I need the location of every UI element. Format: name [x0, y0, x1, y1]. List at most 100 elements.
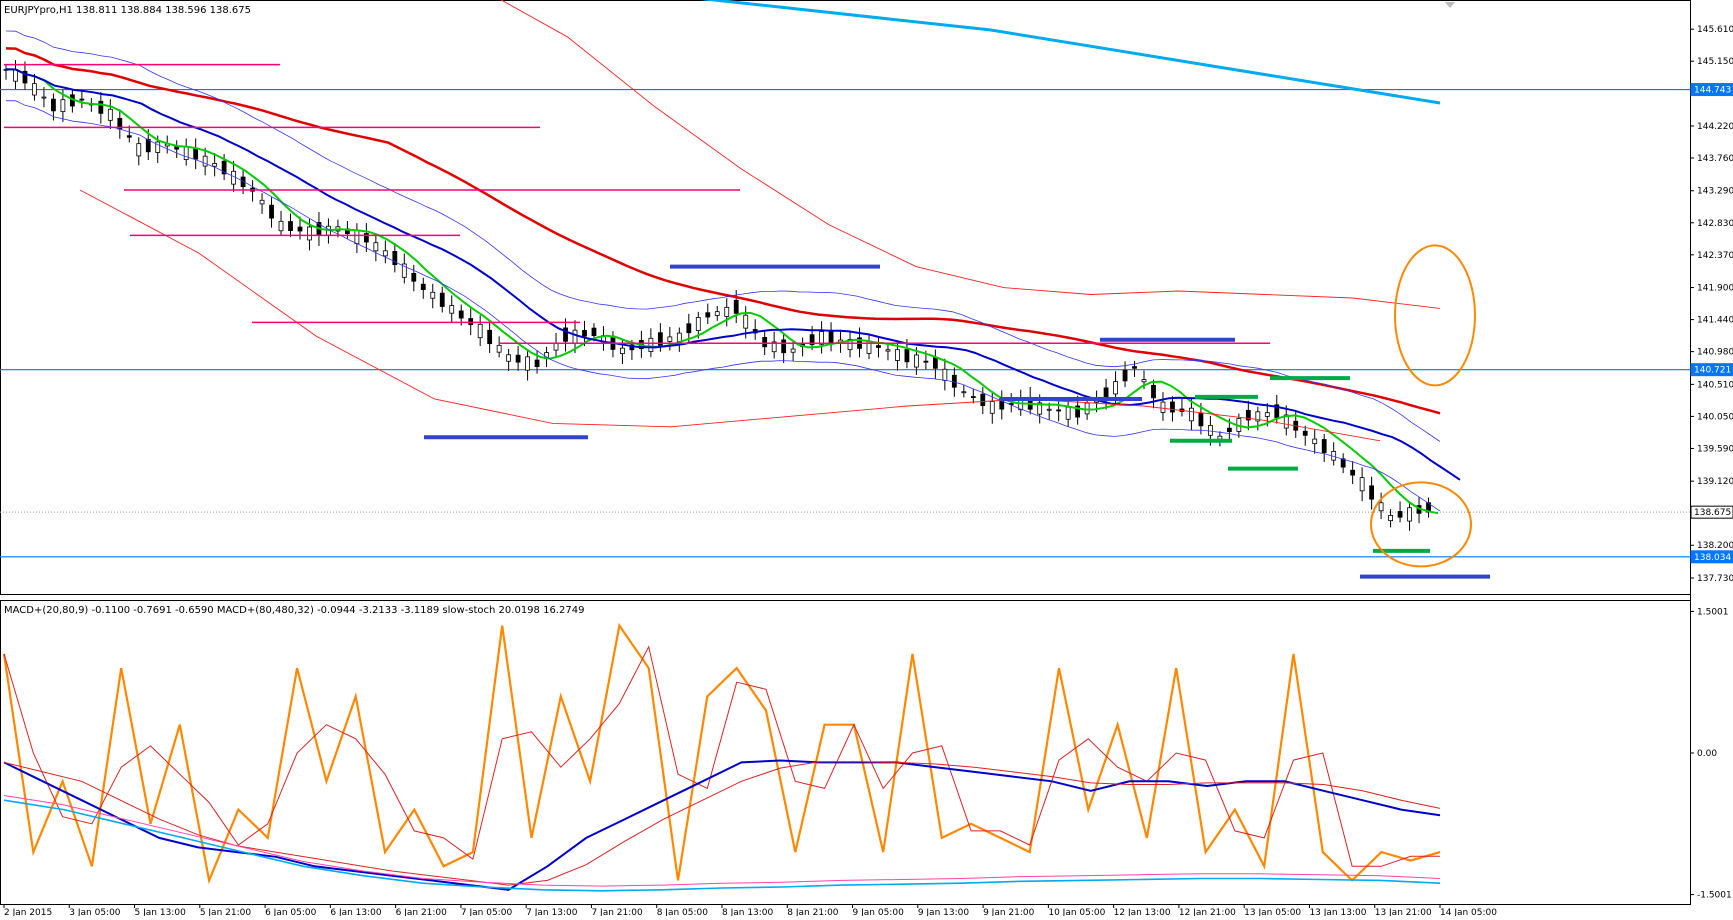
candle-body[interactable]	[1350, 469, 1356, 476]
candle-body[interactable]	[221, 160, 227, 175]
candle-body[interactable]	[1302, 430, 1308, 436]
candle-body[interactable]	[183, 146, 189, 161]
candle-body[interactable]	[1075, 405, 1081, 418]
candle-body[interactable]	[980, 393, 986, 407]
candle-body[interactable]	[895, 349, 900, 361]
candle-body[interactable]	[1217, 435, 1223, 440]
candle-body[interactable]	[1065, 406, 1071, 420]
candle-body[interactable]	[1283, 414, 1289, 429]
candle-body[interactable]	[667, 336, 673, 342]
candle-body[interactable]	[1359, 477, 1365, 492]
candle-body[interactable]	[714, 311, 720, 316]
candle-body[interactable]	[22, 70, 28, 84]
candle-body[interactable]	[126, 135, 132, 138]
candle-body[interactable]	[1255, 411, 1261, 422]
candle-body[interactable]	[107, 108, 113, 121]
candle-body[interactable]	[288, 221, 293, 231]
candle-body[interactable]	[468, 318, 474, 326]
candle-body[interactable]	[686, 323, 692, 334]
candle-body[interactable]	[847, 339, 853, 351]
candle-body[interactable]	[1113, 381, 1118, 395]
candle-body[interactable]	[525, 356, 530, 371]
candle-body[interactable]	[13, 69, 18, 82]
candle-body[interactable]	[506, 354, 512, 362]
candle-body[interactable]	[591, 327, 597, 337]
candle-body[interactable]	[534, 359, 540, 368]
candle-body[interactable]	[1226, 427, 1232, 433]
candle-body[interactable]	[1340, 458, 1346, 468]
candle-body[interactable]	[743, 314, 749, 329]
candle-body[interactable]	[41, 96, 47, 99]
candle-body[interactable]	[420, 283, 426, 290]
candle-body[interactable]	[1245, 410, 1251, 421]
candle-body[interactable]	[1132, 366, 1137, 369]
candle-body[interactable]	[155, 141, 161, 153]
candle-body[interactable]	[1037, 402, 1043, 415]
candle-body[interactable]	[240, 176, 246, 188]
annotation-ellipse[interactable]	[1370, 481, 1472, 568]
candle-body[interactable]	[932, 356, 938, 369]
candle-body[interactable]	[515, 354, 521, 363]
candle-body[interactable]	[79, 98, 85, 101]
candle-body[interactable]	[354, 229, 360, 244]
candle-body[interactable]	[231, 170, 237, 185]
candle-body[interactable]	[60, 99, 66, 113]
candle-body[interactable]	[695, 317, 701, 331]
candle-body[interactable]	[970, 396, 976, 398]
candle-body[interactable]	[942, 368, 948, 381]
candle-body[interactable]	[733, 299, 739, 314]
candle-body[interactable]	[1084, 402, 1090, 415]
candle-body[interactable]	[1122, 369, 1128, 382]
candle-body[interactable]	[278, 220, 284, 232]
candle-body[interactable]	[1198, 412, 1204, 427]
indicator-panel[interactable]	[2, 622, 1441, 892]
candle-body[interactable]	[430, 291, 436, 299]
candle-body[interactable]	[809, 334, 815, 346]
candle-body[interactable]	[1397, 511, 1403, 518]
candle-body[interactable]	[923, 360, 929, 363]
candle-body[interactable]	[439, 292, 445, 307]
candle-body[interactable]	[1312, 438, 1318, 445]
candle-body[interactable]	[382, 250, 388, 257]
candle-body[interactable]	[572, 329, 578, 344]
candle-body[interactable]	[904, 349, 910, 363]
candle-body[interactable]	[885, 349, 891, 352]
candle-body[interactable]	[914, 354, 919, 368]
candle-body[interactable]	[193, 148, 199, 160]
candle-body[interactable]	[1160, 401, 1166, 413]
candle-body[interactable]	[449, 305, 455, 314]
candle-body[interactable]	[1388, 515, 1393, 522]
candle-body[interactable]	[1046, 408, 1052, 411]
candle-body[interactable]	[496, 344, 502, 353]
candle-body[interactable]	[1141, 379, 1147, 383]
candle-body[interactable]	[989, 401, 995, 414]
candle-body[interactable]	[51, 98, 56, 112]
candle-body[interactable]	[32, 83, 37, 96]
candle-body[interactable]	[790, 348, 796, 353]
candle-body[interactable]	[781, 339, 787, 354]
candle-body[interactable]	[762, 337, 768, 348]
candle-body[interactable]	[392, 251, 398, 266]
candle-body[interactable]	[724, 306, 730, 317]
candle-body[interactable]	[487, 329, 493, 345]
candle-body[interactable]	[1170, 401, 1175, 413]
candle-body[interactable]	[98, 100, 104, 114]
candle-body[interactable]	[477, 323, 483, 339]
candle-body[interactable]	[145, 138, 151, 153]
candle-body[interactable]	[401, 263, 407, 278]
candle-body[interactable]	[620, 347, 625, 355]
candle-body[interactable]	[1264, 412, 1270, 417]
candle-body[interactable]	[1207, 425, 1213, 436]
candle-body[interactable]	[269, 204, 274, 219]
candle-body[interactable]	[1321, 439, 1327, 454]
candle-body[interactable]	[1056, 409, 1062, 412]
shift-marker-icon[interactable]	[1445, 2, 1455, 8]
candle-body[interactable]	[648, 337, 654, 352]
candle-body[interactable]	[1378, 502, 1384, 512]
candle-body[interactable]	[705, 312, 711, 318]
candle-body[interactable]	[202, 155, 208, 167]
candle-body[interactable]	[819, 331, 824, 345]
candle-body[interactable]	[1407, 507, 1412, 522]
candle-body[interactable]	[961, 391, 967, 394]
